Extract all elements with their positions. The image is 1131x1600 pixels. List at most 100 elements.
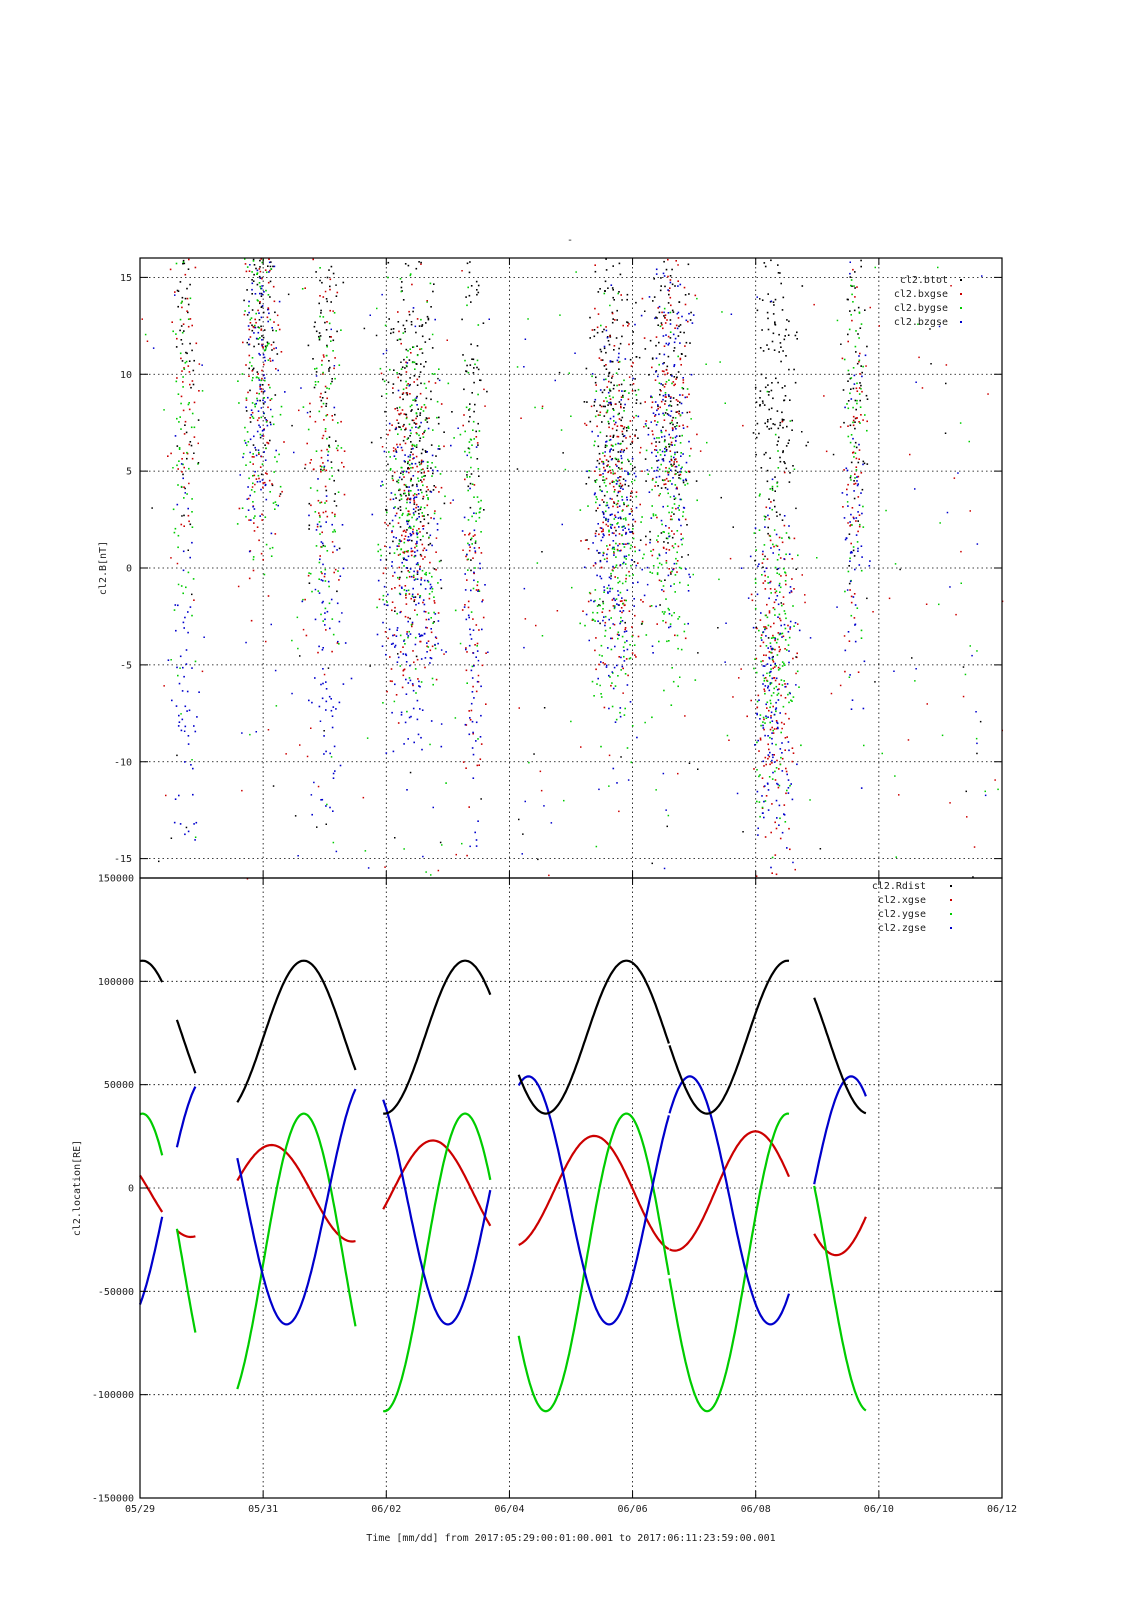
- b-field-point: [181, 306, 183, 309]
- b-field-point: [383, 380, 386, 383]
- b-field-point: [403, 565, 405, 567]
- b-field-point: [191, 349, 193, 352]
- b-field-point: [673, 562, 676, 565]
- b-field-point: [180, 357, 182, 360]
- b-field-point: [639, 503, 641, 506]
- b-field-point: [663, 370, 665, 373]
- b-field-point: [317, 381, 320, 383]
- b-field-point: [415, 422, 418, 425]
- b-field-point: [315, 545, 318, 547]
- b-field-point: [608, 707, 610, 710]
- b-field-point: [411, 426, 413, 429]
- b-field-point: [253, 530, 256, 532]
- b-field-point: [252, 258, 255, 261]
- b-field-point: [790, 591, 793, 593]
- b-field-point: [625, 543, 627, 545]
- b-field-point: [768, 672, 771, 674]
- b-field-point: [773, 754, 775, 756]
- b-field-point: [771, 856, 774, 859]
- b-field-point: [677, 355, 679, 358]
- b-field-point: [269, 269, 271, 272]
- b-field-point: [430, 491, 433, 493]
- b-field-point: [198, 363, 201, 365]
- b-field-point: [593, 695, 595, 697]
- b-field-point: [434, 643, 436, 646]
- b-field-point: [326, 610, 329, 613]
- b-field-point: [763, 680, 766, 682]
- b-field-point: [607, 591, 609, 593]
- b-field-point: [193, 725, 195, 727]
- b-field-point: [435, 551, 437, 553]
- b-field-point: [415, 532, 418, 534]
- b-field-point: [863, 744, 865, 747]
- b-field-point: [391, 424, 393, 426]
- b-field-point: [431, 469, 434, 472]
- b-field-point: [662, 531, 665, 533]
- b-field-point: [866, 429, 868, 432]
- b-field-point: [621, 665, 624, 668]
- b-field-point: [609, 544, 611, 546]
- b-field-point: [623, 379, 625, 382]
- b-field-point: [602, 512, 605, 514]
- b-field-point: [388, 429, 391, 432]
- b-field-point: [433, 602, 436, 604]
- b-field-point: [791, 558, 794, 560]
- b-field-point: [660, 532, 663, 534]
- b-field-point: [774, 821, 776, 824]
- b-field-point: [260, 473, 263, 476]
- b-field-point: [632, 518, 635, 521]
- b-field-point: [609, 590, 611, 593]
- b-field-point: [241, 789, 243, 792]
- b-field-point: [663, 613, 665, 615]
- b-field-point: [765, 451, 767, 454]
- b-field-point: [402, 512, 404, 515]
- b-field-point: [416, 658, 419, 661]
- b-field-point: [726, 734, 729, 737]
- b-field-point: [849, 674, 851, 676]
- b-field-point: [778, 582, 781, 585]
- b-field-point: [183, 627, 185, 629]
- b-field-point: [408, 575, 411, 578]
- b-field-point: [628, 323, 630, 325]
- b-field-point: [366, 737, 369, 739]
- b-field-point: [337, 640, 339, 643]
- b-field-point: [647, 473, 649, 475]
- b-field-point: [246, 498, 248, 500]
- b-field-point: [895, 856, 897, 858]
- b-field-point: [281, 490, 283, 493]
- b-field-point: [763, 665, 766, 667]
- b-field-point: [471, 677, 474, 679]
- b-field-point: [635, 656, 637, 658]
- b-field-point: [416, 699, 419, 702]
- b-field-point: [673, 503, 676, 505]
- b-field-point: [670, 585, 672, 587]
- b-field-point: [328, 585, 330, 588]
- b-field-point: [427, 461, 429, 463]
- b-field-point: [667, 355, 670, 358]
- b-field-point: [394, 506, 396, 508]
- b-field-point: [409, 679, 412, 682]
- b-field-point: [268, 258, 270, 260]
- b-field-point: [474, 551, 477, 554]
- b-field-point: [244, 442, 247, 444]
- b-field-point: [291, 692, 293, 695]
- b-field-point: [469, 261, 471, 263]
- b-field-point: [468, 710, 470, 712]
- b-field-point: [762, 716, 765, 719]
- b-field-point: [479, 379, 481, 381]
- b-field-point: [673, 612, 675, 614]
- b-field-point: [629, 420, 632, 422]
- b-field-point: [259, 466, 262, 468]
- b-field-point: [849, 310, 851, 312]
- b-field-point: [332, 810, 334, 812]
- b-field-point: [384, 545, 386, 547]
- b-field-point: [602, 476, 605, 478]
- b-field-point: [411, 445, 413, 447]
- b-field-point: [299, 655, 301, 657]
- b-field-point: [599, 604, 601, 607]
- b-field-point: [471, 444, 473, 446]
- b-field-point: [602, 530, 604, 532]
- top-y-tick-label: 15: [120, 273, 132, 284]
- b-field-point: [251, 370, 254, 372]
- b-field-point: [594, 562, 597, 565]
